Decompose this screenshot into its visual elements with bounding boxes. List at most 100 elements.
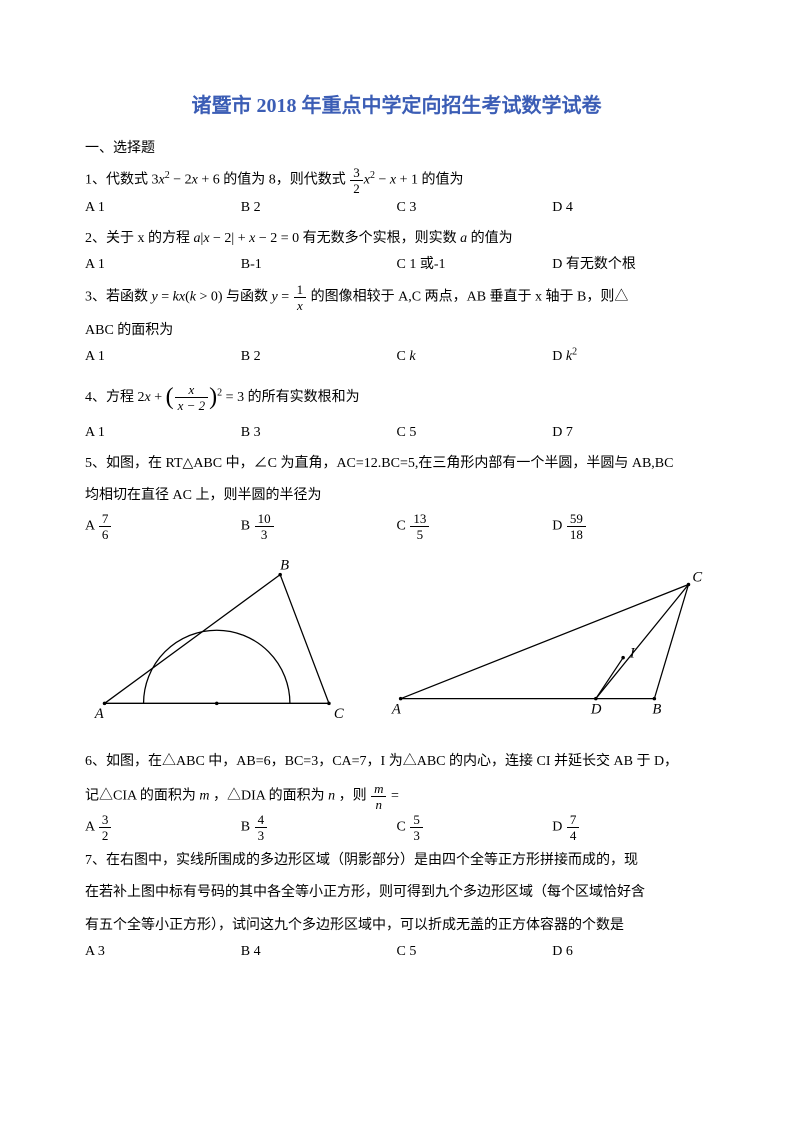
question-2: 2、关于 x 的方程 a|x − 2| + x − 2 = 0 有无数多个实根，… <box>85 226 708 253</box>
q3-text: = <box>278 289 293 304</box>
q3-text: 的图像相较于 A,C 两点，AB 垂直于 x 轴于 B，则△ <box>307 289 628 304</box>
choice-a: A 3 <box>85 941 241 963</box>
choice-d: D 6 <box>552 941 708 963</box>
choice-b: B 2 <box>241 346 397 368</box>
choice-b: B 3 <box>241 422 397 444</box>
choice-a: A 1 <box>85 197 241 219</box>
choice-a: A 32 <box>85 813 241 842</box>
q6-text: = <box>387 788 398 803</box>
q2-text: 的值为 <box>467 231 513 246</box>
label-a: A <box>94 706 104 722</box>
section-header: 一、选择题 <box>85 138 708 160</box>
question-7a: 7、在右图中，实线所围成的多边形区域（阴影部分）是由四个全等正方形拼接而成的，现 <box>85 848 708 875</box>
choices: A 76 B 103 C 135 D 5918 <box>85 512 708 541</box>
question-7b: 在若补上图中标有号码的其中各全等小正方形，则可得到九个多边形区域（每个区域恰好含 <box>85 880 708 907</box>
choice-d: D 有无数个根 <box>552 254 708 276</box>
question-5b: 均相切在直径 AC 上，则半圆的半径为 <box>85 483 708 510</box>
question-3b: ABC 的面积为 <box>85 318 708 345</box>
q4-text: = 3 的所有实数根和为 <box>222 390 359 405</box>
sup: 2 <box>572 347 577 358</box>
var-k: k <box>409 349 415 364</box>
fraction: 103 <box>255 512 274 541</box>
choice-d: D 74 <box>552 813 708 842</box>
label-c: C <box>334 706 344 722</box>
label-b: B <box>280 558 289 574</box>
choice-b: B 4 <box>241 941 397 963</box>
choices: A 1 B-1 C 1 或-1 D 有无数个根 <box>85 254 708 276</box>
var-m: m <box>199 788 209 803</box>
fraction: 32 <box>99 813 112 842</box>
figure-triangle-incenter: A B C D I <box>386 565 708 725</box>
fraction: 53 <box>410 813 423 842</box>
paren: ) <box>209 384 217 410</box>
fraction: xx − 2 <box>175 383 209 412</box>
choices: A 1 B 3 C 5 D 7 <box>85 422 708 444</box>
question-3: 3、若函数 y = kx(k > 0) 与函数 y = 1x 的图像相较于 A,… <box>85 283 708 312</box>
label-d: D <box>590 701 602 717</box>
choice-b: B-1 <box>241 254 397 276</box>
choice-d: D 4 <box>552 197 708 219</box>
choice-c: C 53 <box>397 813 553 842</box>
choice-c: C 1 或-1 <box>397 254 553 276</box>
fraction: 5918 <box>567 512 586 541</box>
choice-d: D 7 <box>552 422 708 444</box>
choices: A 3 B 4 C 5 D 6 <box>85 941 708 963</box>
question-5a: 5、如图，在 RT△ABC 中，∠C 为直角，AC=12.BC=5,在三角形内部… <box>85 451 708 478</box>
question-7c: 有五个全等小正方形），试问这九个多边形区域中，可以折成无盖的正方体容器的个数是 <box>85 913 708 940</box>
choice-c: C 135 <box>397 512 553 541</box>
label-a: A <box>391 701 401 717</box>
label-i: I <box>629 646 636 662</box>
q4-text: + <box>151 390 166 405</box>
choice-d: D 5918 <box>552 512 708 541</box>
q3-text: = <box>158 289 173 304</box>
choice-b: B 43 <box>241 813 397 842</box>
q6-text: 记△CIA 的面积为 <box>85 788 199 803</box>
choice-c: C k <box>397 346 553 368</box>
q3-text: 3、若函数 <box>85 289 152 304</box>
choice-a: A 1 <box>85 254 241 276</box>
choices: A 1 B 2 C 3 D 4 <box>85 197 708 219</box>
question-6a: 6、如图，在△ABC 中，AB=6，BC=3，CA=7，I 为△ABC 的内心，… <box>85 749 708 776</box>
choices: A 1 B 2 C k D k2 <box>85 346 708 368</box>
q6-text: ，△DIA 的面积为 <box>209 788 328 803</box>
choice-b: B 103 <box>241 512 397 541</box>
document-page: 诸暨市 2018 年重点中学定向招生考试数学试卷 一、选择题 1、代数式 3x2… <box>0 0 793 1010</box>
fraction: 1x <box>294 283 307 312</box>
choice-a: A 1 <box>85 422 241 444</box>
choice-c: C 3 <box>397 197 553 219</box>
choices: A 32 B 43 C 53 D 74 <box>85 813 708 842</box>
q3-text: > 0) 与函数 <box>196 289 272 304</box>
choice-d: D k2 <box>552 346 708 368</box>
choice-b: B 2 <box>241 197 397 219</box>
fraction: 74 <box>567 813 580 842</box>
q1-text: + 6 的值为 8，则代数式 <box>198 173 349 188</box>
label-b: B <box>652 701 661 717</box>
q1-text: − <box>375 173 390 188</box>
question-6b: 记△CIA 的面积为 m ，△DIA 的面积为 n ，则 mn = <box>85 782 708 811</box>
paren: ( <box>166 384 174 410</box>
fraction: 43 <box>255 813 268 842</box>
question-4: 4、方程 2x + (xx − 2)2 = 3 的所有实数根和为 <box>85 375 708 421</box>
figures-row: A B C A B C D I <box>85 555 708 725</box>
q1-text: − 2 <box>170 173 192 188</box>
page-title: 诸暨市 2018 年重点中学定向招生考试数学试卷 <box>85 90 708 122</box>
figure-triangle-semicircle: A B C <box>85 555 368 725</box>
choice-c: C 5 <box>397 941 553 963</box>
q1-text: 1、代数式 3 <box>85 173 159 188</box>
var-kx: kx <box>173 289 185 304</box>
q2-text: − 2 = 0 有无数多个实根，则实数 <box>255 231 460 246</box>
q1-text: + 1 的值为 <box>396 173 463 188</box>
q2-text: − 2| + <box>210 231 250 246</box>
fraction: 135 <box>410 512 429 541</box>
q2-text: 2、关于 x 的方程 <box>85 231 194 246</box>
choice-c: C 5 <box>397 422 553 444</box>
fraction: 32 <box>350 166 363 195</box>
choice-a: A 76 <box>85 512 241 541</box>
label-c: C <box>692 569 702 585</box>
question-1: 1、代数式 3x2 − 2x + 6 的值为 8，则代数式 32x2 − x +… <box>85 166 708 195</box>
q6-text: ，则 <box>335 788 370 803</box>
var-a: a <box>194 231 201 246</box>
q4-text: 4、方程 2 <box>85 390 145 405</box>
fraction: mn <box>371 782 386 811</box>
choice-a: A 1 <box>85 346 241 368</box>
